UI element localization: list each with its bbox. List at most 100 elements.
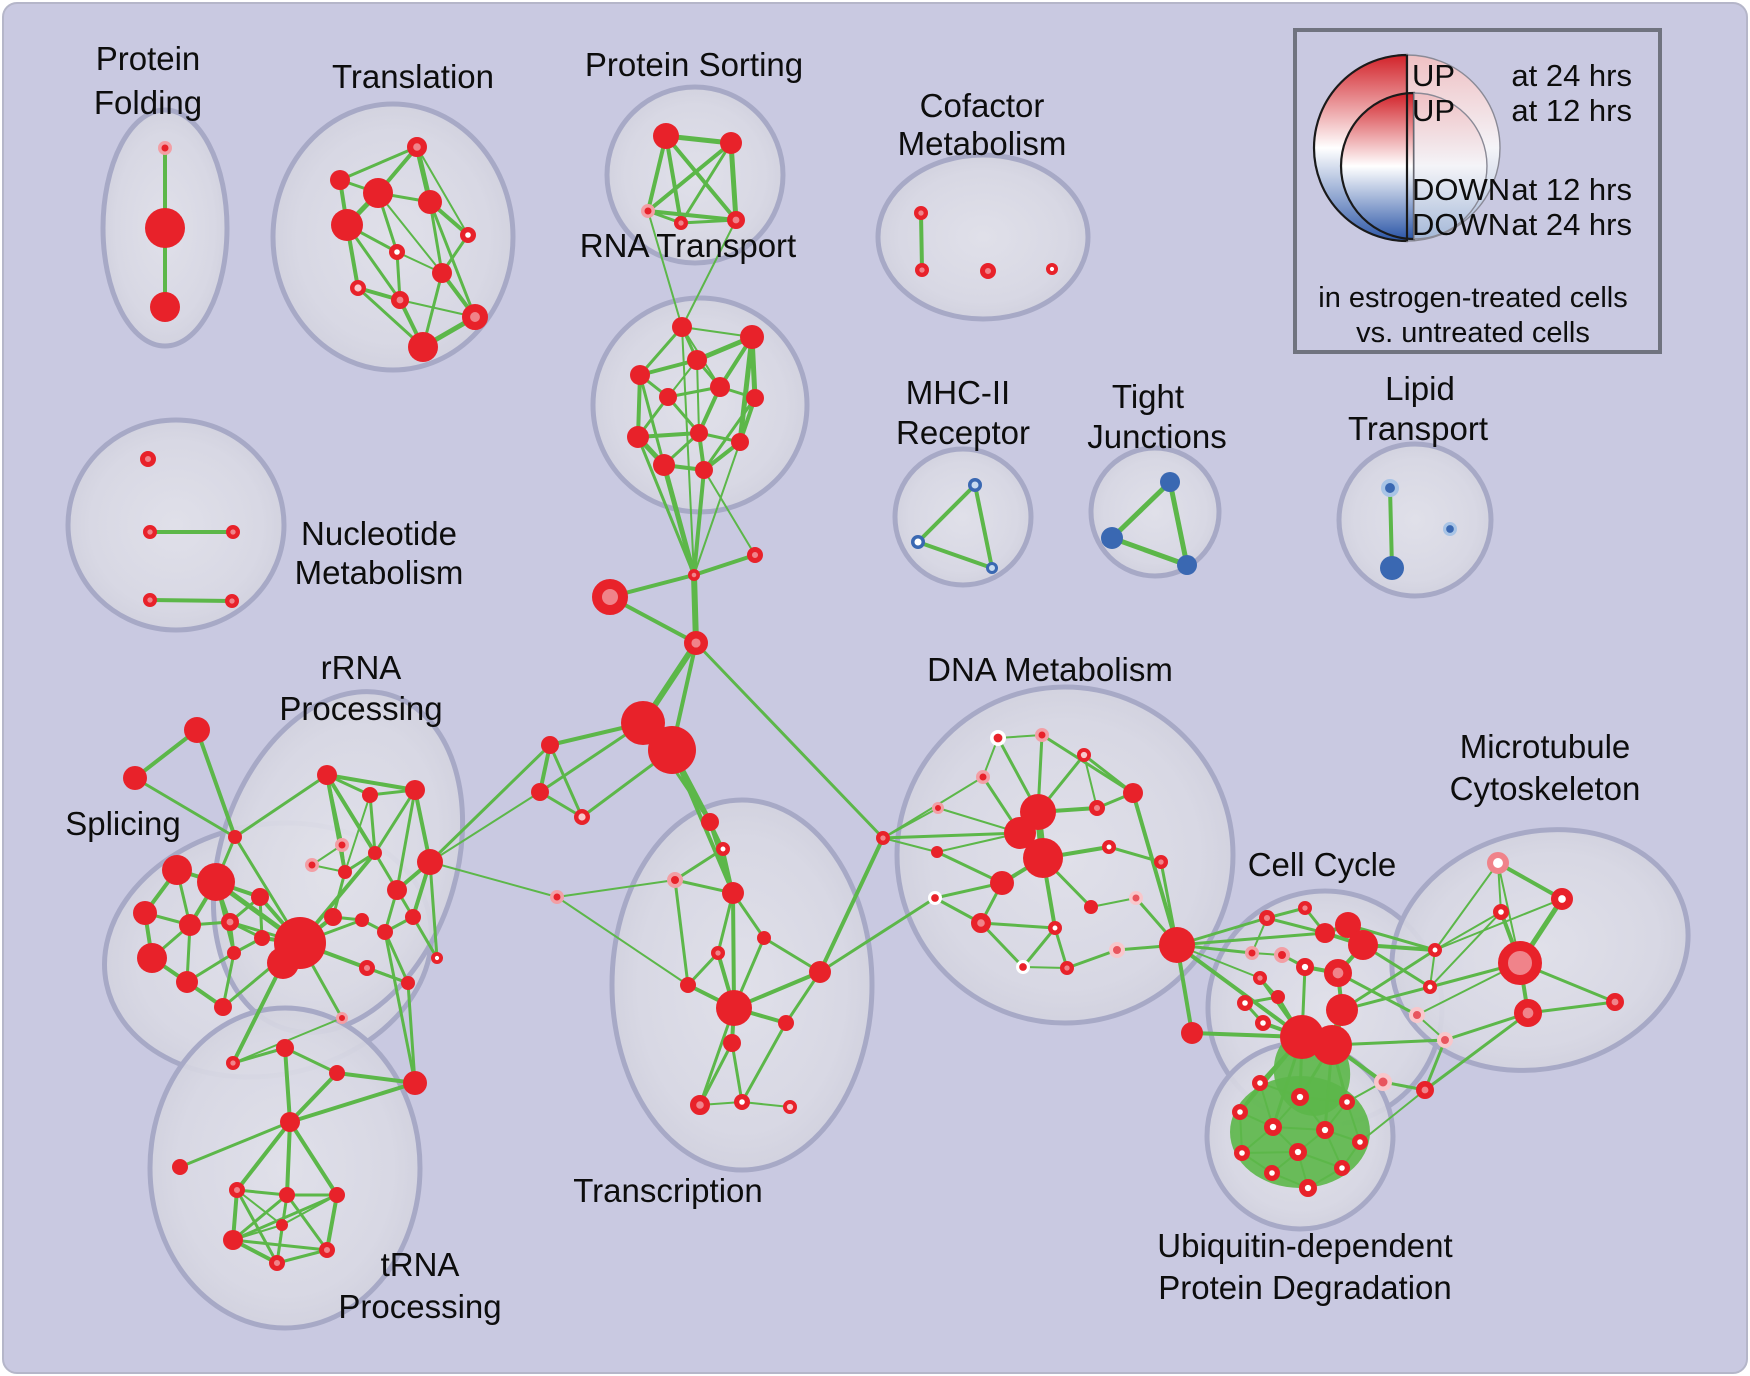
edge-rr2-rr7 — [395, 788, 417, 892]
cluster-label-lipid-transport-0: Lipid — [1385, 370, 1455, 407]
node-rr12 — [405, 909, 421, 925]
node-nm2 — [225, 524, 240, 539]
edge-rr17-tn0 — [231, 1046, 287, 1065]
node-dH — [1159, 927, 1195, 963]
edge-dH-cc2 — [1175, 931, 1327, 947]
node-rr7 — [387, 880, 407, 900]
edge-rr0-rr6 — [325, 773, 377, 855]
node-mt0 — [1487, 852, 1510, 875]
node-rr5 — [338, 865, 352, 879]
edge-dH-ccB1 — [1175, 943, 1304, 1039]
edge-r3-r8 — [696, 359, 700, 434]
node-ps3 — [673, 215, 688, 230]
node-ub4 — [1264, 1118, 1283, 1137]
cluster-label-tight-junctions-0: Tight — [1112, 378, 1184, 415]
edge-ub6-cc18 — [1359, 1089, 1426, 1143]
node-mt4 — [1513, 999, 1542, 1028]
node-sp6 — [137, 943, 167, 973]
node-rr8 — [417, 849, 443, 875]
edge-cf0-cf1 — [919, 211, 924, 272]
node-r3 — [687, 350, 707, 370]
node-tn10 — [269, 1254, 286, 1271]
node-h1 — [648, 726, 696, 774]
node-pf0 — [158, 141, 172, 155]
edge-tn7-tn9 — [325, 1193, 339, 1252]
legend-inner-circle-right-half — [1413, 92, 1488, 240]
edge-r11-j0 — [692, 468, 706, 577]
edge-d12-d16 — [979, 921, 1025, 969]
cluster-label-cofactor-metabolism-0: Cofactor — [920, 87, 1045, 124]
node-mh1 — [911, 535, 925, 549]
node-r7 — [627, 426, 649, 448]
node-st0 — [184, 717, 210, 743]
node-tr11 — [330, 170, 350, 190]
legend-footer-0: in estrogen-treated cells — [1318, 282, 1628, 314]
node-cf2 — [979, 263, 996, 280]
cluster-ellipse-tight-junctions — [1088, 445, 1222, 579]
edge-tx8-d11 — [818, 896, 937, 974]
node-sp2 — [251, 888, 269, 906]
node-d13 — [1048, 921, 1063, 936]
node-lp0 — [1381, 478, 1400, 497]
node-d19 — [1181, 1022, 1203, 1044]
node-d18 — [1109, 942, 1125, 958]
node-tx1 — [716, 842, 731, 857]
edge-r0-j0 — [681, 326, 695, 576]
edge-tn3-tn4 — [178, 1120, 292, 1169]
edge-tn1-tn3 — [288, 1071, 339, 1124]
edge-r0-r2 — [638, 325, 684, 377]
cluster-ellipse-trna-processing — [147, 1005, 423, 1331]
node-tr2 — [418, 190, 442, 214]
node-tx13 — [733, 1093, 750, 1110]
node-tn6 — [279, 1187, 295, 1203]
node-lp2 — [1442, 522, 1457, 537]
node-tr9 — [461, 303, 488, 330]
node-cc7 — [1296, 957, 1315, 976]
node-tn3 — [280, 1112, 300, 1132]
edge-tr0-tr11 — [338, 145, 419, 182]
cluster-ellipse-lipid-transport — [1336, 441, 1494, 599]
node-d9 — [1102, 840, 1117, 855]
edge-d9-d10 — [1107, 845, 1163, 864]
edge-d2-d6 — [1082, 753, 1135, 795]
edge-rr0-rr2 — [325, 773, 417, 792]
edge-tn2-rr15 — [406, 981, 417, 1085]
node-rr13 — [359, 959, 376, 976]
edge-rrB2-rr17 — [231, 961, 285, 1065]
node-m2 — [574, 809, 591, 826]
node-tx2 — [667, 872, 683, 888]
node-tn1 — [329, 1065, 345, 1081]
edge-rr8-m0 — [428, 743, 552, 864]
edge-d16-d17 — [1022, 966, 1068, 969]
edge-tn6-tn9 — [285, 1193, 329, 1252]
node-layer — [123, 123, 1625, 1271]
edge-d12-d13 — [979, 921, 1057, 930]
edge-rr8-m1 — [429, 791, 541, 863]
node-sp1 — [197, 863, 235, 901]
node-r0 — [672, 317, 692, 337]
cluster-label-cell-cycle-0: Cell Cycle — [1248, 846, 1397, 883]
edge-r6-r11 — [702, 396, 757, 472]
node-d8 — [990, 871, 1014, 895]
node-mt3 — [1498, 941, 1542, 985]
node-rr0 — [317, 765, 337, 785]
node-cc17 — [1374, 1073, 1392, 1091]
edge-d14-d15 — [1090, 897, 1137, 908]
edge-cc14-mt2 — [1429, 911, 1502, 988]
legend-direction-3: DOWN — [1412, 207, 1510, 242]
node-j0 — [687, 568, 700, 581]
node-mh0 — [968, 478, 982, 492]
edge-ps0-ps4 — [664, 134, 738, 222]
edge-tx3-tx2 — [556, 879, 676, 898]
node-r9 — [731, 433, 749, 451]
edge-dc-dB2 — [881, 831, 1022, 840]
node-cf3 — [1045, 263, 1058, 276]
edge-tr0-tr4 — [416, 146, 469, 236]
edge-tx3-rr8 — [429, 861, 558, 898]
edge-r10-j0 — [661, 462, 697, 578]
cluster-label-lipid-transport-1: Transport — [1348, 410, 1488, 447]
edge-tn2-tn3 — [288, 1081, 417, 1124]
node-tx0 — [701, 813, 719, 831]
